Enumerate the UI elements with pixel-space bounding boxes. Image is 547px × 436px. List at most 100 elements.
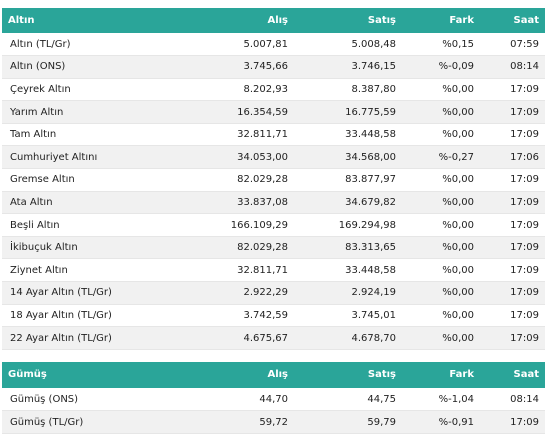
header-time: Saat <box>513 369 539 381</box>
cell-sell: 4.678,70 <box>294 326 402 350</box>
cell-buy: 4.675,67 <box>182 326 294 350</box>
cell-change: %0,00 <box>402 213 480 237</box>
table-row: Altın (ONS) 3.745,66 3.746,15 %-0,09 08:14 <box>2 55 545 79</box>
cell-time: 17:06 <box>480 145 545 170</box>
cell-buy: 82.029,28 <box>182 236 294 260</box>
table-row: 18 Ayar Altın (TL/Gr) 3.742,59 3.745,01 %0,… <box>2 304 545 328</box>
cell-sell: 34.568,00 <box>294 145 402 170</box>
cell-time: 17:09 <box>480 258 545 283</box>
cell-buy: 32.811,71 <box>182 258 294 283</box>
cell-time: 08:14 <box>480 387 545 412</box>
table-row: Ata Altın 33.837,08 34.679,82 %0,00 17:09 <box>2 191 545 215</box>
cell-buy: 16.354,59 <box>182 100 294 124</box>
cell-time: 08:14 <box>480 55 545 79</box>
cell-name: Gümüş (ONS) <box>2 387 182 412</box>
cell-sell: 3.745,01 <box>294 304 402 328</box>
cell-name: Çeyrek Altın <box>2 78 182 102</box>
table-row: 14 Ayar Altın (TL/Gr) 2.922,29 2.924,19 %0,… <box>2 281 545 305</box>
cell-buy: 82.029,28 <box>182 168 294 192</box>
cell-sell: 33.448,58 <box>294 123 402 147</box>
header-time: Saat <box>513 15 539 26</box>
gold-table-header: Altın Alış Satış Fark Saat <box>2 8 545 33</box>
cell-name: 14 Ayar Altın (TL/Gr) <box>2 281 182 305</box>
cell-buy: 8.202,93 <box>182 78 294 102</box>
cell-sell: 34.679,82 <box>294 191 402 215</box>
cell-change: %0,00 <box>402 281 480 305</box>
cell-name: Gümüş (TL/Gr) <box>2 410 182 435</box>
cell-buy: 5.007,81 <box>182 33 294 57</box>
table-row: Ziynet Altın 32.811,71 33.448,58 %0,00 17:09 <box>2 258 545 283</box>
cell-change: %0,15 <box>402 33 480 57</box>
cell-sell: 83.877,97 <box>294 168 402 192</box>
silver-table-header: Gümüş Alış Satış Fark Saat <box>2 361 545 388</box>
cell-sell: 169.294,98 <box>294 213 402 237</box>
cell-buy: 32.811,71 <box>182 123 294 147</box>
cell-change: %-0,09 <box>402 55 480 79</box>
cell-buy: 3.742,59 <box>182 304 294 328</box>
table-row: Beşli Altın 166.109,29 169.294,98 %0,00 17:0… <box>2 213 545 237</box>
cell-change: %0,00 <box>402 236 480 260</box>
cell-change: %0,00 <box>402 78 480 102</box>
cell-time: 17:09 <box>480 281 545 305</box>
table-row: 22 Ayar Altın (TL/Gr) 4.675,67 4.678,70 %0,… <box>2 326 545 350</box>
cell-change: %-0,91 <box>402 410 480 435</box>
table-row: Gümüş (TL/Gr) 59,72 59,79 %-0,91 17:09 <box>2 410 545 435</box>
header-change: Fark <box>449 369 474 381</box>
cell-sell: 8.387,80 <box>294 78 402 102</box>
header-buy: Alış <box>267 15 288 26</box>
cell-name: Gremse Altın <box>2 168 182 192</box>
cell-time: 17:09 <box>480 123 545 147</box>
cell-time: 17:09 <box>480 213 545 237</box>
table-row: Gümüş (ONS) 44,70 44,75 %-1,04 08:14 <box>2 387 545 412</box>
cell-change: %0,00 <box>402 100 480 124</box>
cell-change: %0,00 <box>402 191 480 215</box>
cell-change: %0,00 <box>402 326 480 350</box>
cell-change: %0,00 <box>402 258 480 283</box>
cell-name: Tam Altın <box>2 123 182 147</box>
cell-buy: 44,70 <box>182 387 294 412</box>
cell-time: 17:09 <box>480 78 545 102</box>
cell-buy: 3.745,66 <box>182 55 294 79</box>
gold-price-table: Altın Alış Satış Fark Saat Altın (TL/Gr)… <box>2 8 545 350</box>
table-row: Altın (TL/Gr) 5.007,81 5.008,48 %0,15 07:59 <box>2 33 545 57</box>
cell-sell: 5.008,48 <box>294 33 402 57</box>
cell-name: Altın (TL/Gr) <box>2 33 182 57</box>
table-row: Çeyrek Altın 8.202,93 8.387,80 %0,00 17:09 <box>2 78 545 102</box>
cell-name: Ata Altın <box>2 191 182 215</box>
cell-sell: 2.924,19 <box>294 281 402 305</box>
cell-name: Altın (ONS) <box>2 55 182 79</box>
cell-name: 22 Ayar Altın (TL/Gr) <box>2 326 182 350</box>
cell-change: %0,00 <box>402 304 480 328</box>
cell-time: 17:09 <box>480 168 545 192</box>
cell-name: İkibuçuk Altın <box>2 236 182 260</box>
cell-time: 17:09 <box>480 304 545 328</box>
cell-change: %0,00 <box>402 168 480 192</box>
cell-name: Ziynet Altın <box>2 258 182 283</box>
table-row: İkibuçuk Altın 82.029,28 83.313,65 %0,00 17:… <box>2 236 545 260</box>
table-row: Cumhuriyet Altını 34.053,00 34.568,00 %-0,2… <box>2 145 545 170</box>
cell-time: 17:09 <box>480 191 545 215</box>
table-row: Gremse Altın 82.029,28 83.877,97 %0,00 17:09 <box>2 168 545 192</box>
cell-sell: 83.313,65 <box>294 236 402 260</box>
cell-name: Beşli Altın <box>2 213 182 237</box>
cell-time: 17:09 <box>480 236 545 260</box>
cell-sell: 16.775,59 <box>294 100 402 124</box>
header-change: Fark <box>449 15 474 26</box>
cell-buy: 59,72 <box>182 410 294 435</box>
cell-buy: 33.837,08 <box>182 191 294 215</box>
cell-change: %0,00 <box>402 123 480 147</box>
cell-time: 17:09 <box>480 410 545 435</box>
cell-change: %-1,04 <box>402 387 480 412</box>
cell-buy: 2.922,29 <box>182 281 294 305</box>
silver-price-table: Gümüş Alış Satış Fark Saat Gümüş (ONS) 44… <box>2 361 545 435</box>
cell-buy: 166.109,29 <box>182 213 294 237</box>
cell-sell: 44,75 <box>294 387 402 412</box>
header-name: Gümüş <box>8 369 47 381</box>
cell-name: Yarım Altın <box>2 100 182 124</box>
table-row: Yarım Altın 16.354,59 16.775,59 %0,00 17:09 <box>2 100 545 124</box>
cell-buy: 34.053,00 <box>182 145 294 170</box>
cell-time: 17:09 <box>480 100 545 124</box>
cell-time: 07:59 <box>480 33 545 57</box>
cell-sell: 3.746,15 <box>294 55 402 79</box>
